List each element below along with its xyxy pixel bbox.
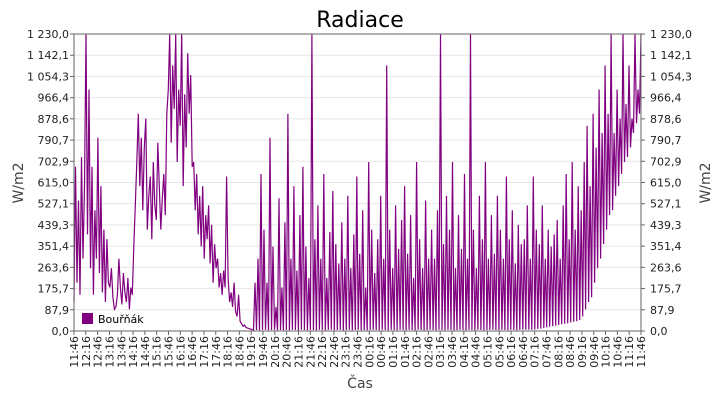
x-tick-label: 06:46 <box>517 336 530 368</box>
y-axis-right: 0,0 87,9 175,7 263,6 351,4 439,3 527,1 615,0 702… <box>641 28 692 338</box>
x-tick-label: 10:46 <box>611 336 624 368</box>
y-tick-label-right: 790,7 <box>650 134 682 147</box>
x-tick-label: 12:46 <box>92 336 105 368</box>
x-tick-label: 04:46 <box>470 336 483 368</box>
x-tick-label: 17:46 <box>210 336 223 368</box>
x-tick-label: 03:16 <box>434 336 447 368</box>
y-tick-label-left: 1 054,3 <box>27 70 69 83</box>
y-tick-label-right: 1 142,1 <box>650 49 692 62</box>
series-layer <box>73 33 642 331</box>
legend: Bouřňák <box>82 313 144 326</box>
y-tick-label-right: 439,3 <box>650 219 682 232</box>
x-tick-label: 07:16 <box>529 336 542 368</box>
y-tick-label-left: 439,3 <box>38 219 70 232</box>
y-tick-label-right: 615,0 <box>650 177 682 190</box>
x-tick-label: 02:16 <box>411 336 424 368</box>
y-tick-label-right: 175,7 <box>650 283 682 296</box>
y-tick-label-left: 527,1 <box>38 198 70 211</box>
chart-title: Radiace <box>316 8 403 33</box>
y-tick-label-left: 878,6 <box>38 113 70 126</box>
y-tick-label-right: 702,9 <box>650 155 682 168</box>
x-tick-label: 15:16 <box>151 336 164 368</box>
x-tick-label: 09:46 <box>588 336 601 368</box>
x-tick-label: 08:16 <box>552 336 565 368</box>
x-tick-label: 01:46 <box>399 336 412 368</box>
x-tick-label: 02:46 <box>422 336 435 368</box>
y-tick-label-left: 263,6 <box>38 261 70 274</box>
y-tick-label-left: 87,9 <box>45 304 70 317</box>
x-tick-label: 00:46 <box>375 336 388 368</box>
x-tick-label: 22:16 <box>316 336 329 368</box>
y-tick-label-left: 351,4 <box>38 240 70 253</box>
x-tick-label: 14:46 <box>139 336 152 368</box>
y-tick-label-left: 790,7 <box>38 134 70 147</box>
y-tick-label-right: 351,4 <box>650 240 682 253</box>
x-tick-label: 16:16 <box>174 336 187 368</box>
legend-label: Bouřňák <box>98 313 144 326</box>
x-tick-label: 21:46 <box>304 336 317 368</box>
x-tick-label: 23:46 <box>352 336 365 368</box>
x-tick-label: 01:16 <box>387 336 400 368</box>
y-axis-title-left: W/m2 <box>11 162 27 203</box>
x-tick-label: 19:16 <box>245 336 258 368</box>
y-tick-label-right: 966,4 <box>650 92 682 105</box>
y-axis-title-right: W/m2 <box>698 162 714 203</box>
x-tick-label: 17:16 <box>198 336 211 368</box>
legend-swatch <box>82 313 93 324</box>
x-tick-label: 05:16 <box>481 336 494 368</box>
x-tick-label: 14:16 <box>127 336 140 368</box>
y-tick-label-left: 175,7 <box>38 283 70 296</box>
x-axis-title: Čas <box>347 374 373 392</box>
y-tick-label-right: 878,6 <box>650 113 682 126</box>
x-tick-label: 22:46 <box>328 336 341 368</box>
x-tick-label: 09:16 <box>576 336 589 368</box>
x-tick-label: 16:46 <box>186 336 199 368</box>
x-tick-label: 11:16 <box>623 336 636 368</box>
y-tick-label-left: 615,0 <box>38 177 70 190</box>
y-tick-label-right: 1 230,0 <box>650 28 692 41</box>
y-tick-label-left: 966,4 <box>38 92 70 105</box>
x-tick-label: 00:16 <box>363 336 376 368</box>
x-tick-label: 06:16 <box>505 336 518 368</box>
x-tick-label: 05:46 <box>493 336 506 368</box>
y-tick-label-right: 0,0 <box>650 325 668 338</box>
x-tick-label: 04:16 <box>458 336 471 368</box>
x-tick-label: 03:46 <box>446 336 459 368</box>
x-tick-label: 11:46 <box>635 336 648 368</box>
x-tick-label: 20:46 <box>281 336 294 368</box>
x-tick-label: 10:16 <box>600 336 613 368</box>
x-tick-label: 13:16 <box>103 336 116 368</box>
x-tick-label: 11:46 <box>68 336 81 368</box>
x-tick-label: 18:46 <box>233 336 246 368</box>
y-tick-label-left: 1 230,0 <box>27 28 69 41</box>
x-tick-label: 18:16 <box>222 336 235 368</box>
x-tick-label: 07:46 <box>541 336 554 368</box>
x-tick-label: 13:46 <box>115 336 128 368</box>
y-axis-left: 0,0 87,9 175,7 263,6 351,4 439,3 527,1 615,0 702… <box>27 28 74 338</box>
x-tick-label: 23:16 <box>340 336 353 368</box>
x-tick-label: 20:16 <box>269 336 282 368</box>
y-tick-label-left: 0,0 <box>52 325 70 338</box>
x-tick-label: 08:46 <box>564 336 577 368</box>
plot-frame <box>73 33 642 332</box>
series-line-0 <box>73 33 642 331</box>
y-tick-label-right: 87,9 <box>650 304 675 317</box>
y-tick-label-left: 702,9 <box>38 155 70 168</box>
y-tick-label-left: 1 142,1 <box>27 49 69 62</box>
x-tick-label: 15:46 <box>163 336 176 368</box>
x-tick-label: 12:16 <box>80 336 93 368</box>
x-tick-label: 21:16 <box>292 336 305 368</box>
y-tick-label-right: 263,6 <box>650 261 682 274</box>
y-tick-label-right: 1 054,3 <box>650 70 692 83</box>
x-tick-label: 19:46 <box>257 336 270 368</box>
x-axis: 11:4612:1612:4613:1613:4614:1614:4615:16… <box>68 331 648 368</box>
y-tick-label-right: 527,1 <box>650 198 682 211</box>
